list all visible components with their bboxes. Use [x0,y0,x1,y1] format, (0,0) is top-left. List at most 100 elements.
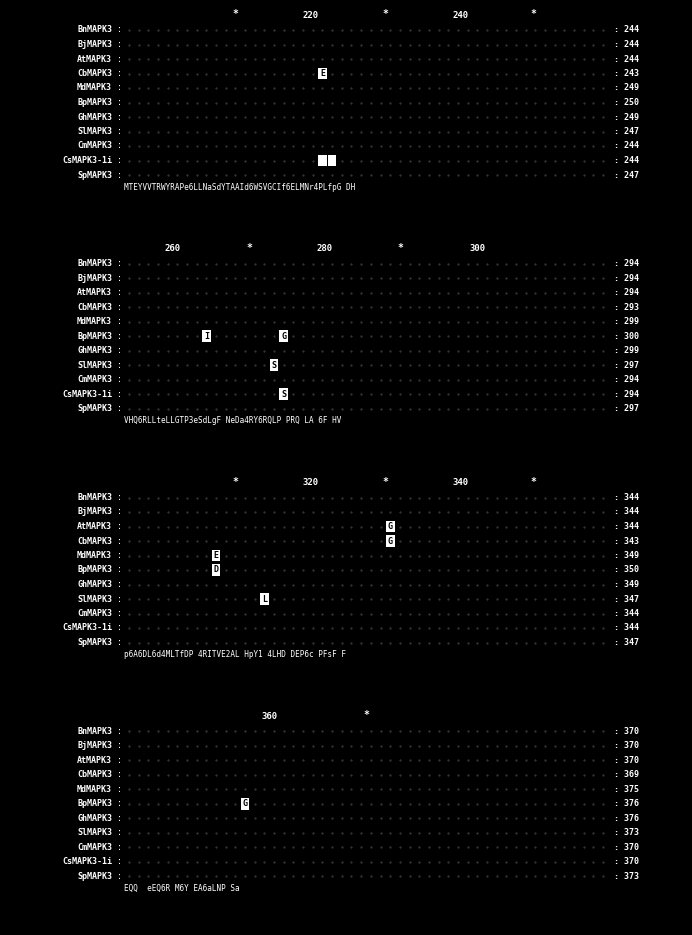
Text: :: : [117,361,122,369]
Text: :: : [117,726,122,736]
Text: :: : [117,609,122,618]
Text: *: * [233,9,238,19]
Text: : 299: : 299 [614,346,639,355]
Bar [318,154,327,166]
Text: :: : [117,828,122,837]
Text: :: : [117,813,122,823]
Text: BpMAPK3: BpMAPK3 [77,566,112,574]
Text: GhMAPK3: GhMAPK3 [77,580,112,589]
Bar [386,535,394,547]
Bar [260,593,268,605]
Text: CmMAPK3: CmMAPK3 [77,141,112,151]
Text: BnMAPK3: BnMAPK3 [77,493,112,502]
Text: : 373: : 373 [614,828,639,837]
Text: : 249: : 249 [614,83,639,93]
Text: :: : [117,40,122,49]
Text: :: : [117,493,122,502]
Text: E: E [213,551,219,560]
Bar [124,490,608,651]
Text: G: G [388,522,392,531]
Bar [124,22,608,183]
Text: G: G [242,799,248,808]
Text: SlMAPK3: SlMAPK3 [77,828,112,837]
Text: CbMAPK3: CbMAPK3 [77,303,112,311]
Text: : 344: : 344 [614,522,639,531]
Text: D: D [213,566,219,574]
Text: : 299: : 299 [614,317,639,326]
Text: : 373: : 373 [614,871,639,881]
Text: GhMAPK3: GhMAPK3 [77,813,112,823]
Text: G: G [281,332,286,340]
Text: :: : [117,566,122,574]
Text: *: * [247,243,253,252]
Text: BnMAPK3: BnMAPK3 [77,726,112,736]
Text: : 244: : 244 [614,54,639,64]
Text: 260: 260 [164,244,181,253]
Text: SlMAPK3: SlMAPK3 [77,595,112,603]
Text: :: : [117,141,122,151]
Text: :: : [117,98,122,107]
Text: :: : [117,112,122,122]
Text: : 370: : 370 [614,741,639,750]
Bar [328,154,336,166]
Text: :: : [117,83,122,93]
Text: SpMAPK3: SpMAPK3 [77,170,112,180]
Text: BjMAPK3: BjMAPK3 [77,508,112,516]
Bar [386,521,394,532]
Text: : 370: : 370 [614,755,639,765]
Text: : 369: : 369 [614,770,639,779]
Text: :: : [117,595,122,603]
Text: SpMAPK3: SpMAPK3 [77,404,112,413]
Text: BjMAPK3: BjMAPK3 [77,741,112,750]
Text: CmMAPK3: CmMAPK3 [77,609,112,618]
Text: :: : [117,755,122,765]
Text: : 375: : 375 [614,784,639,794]
Text: *: * [397,243,403,252]
Bar [318,67,327,79]
Text: GhMAPK3: GhMAPK3 [77,346,112,355]
Text: CbMAPK3: CbMAPK3 [77,537,112,545]
Text: : 243: : 243 [614,69,639,78]
Text: SpMAPK3: SpMAPK3 [77,871,112,881]
Text: : 370: : 370 [614,857,639,866]
Bar [212,564,220,576]
Text: BnMAPK3: BnMAPK3 [77,25,112,35]
Text: : 344: : 344 [614,624,639,632]
Text: CbMAPK3: CbMAPK3 [77,69,112,78]
Text: *: * [233,477,238,486]
Text: :: : [117,799,122,808]
Text: 240: 240 [453,10,468,20]
Text: : 297: : 297 [614,404,639,413]
Text: BjMAPK3: BjMAPK3 [77,274,112,282]
Text: : 347: : 347 [614,638,639,647]
Text: :: : [117,259,122,268]
Text: BpMAPK3: BpMAPK3 [77,799,112,808]
Text: AtMAPK3: AtMAPK3 [77,54,112,64]
Text: *: * [363,711,369,720]
Text: : 370: : 370 [614,726,639,736]
Text: *: * [530,477,536,486]
Text: :: : [117,170,122,180]
Text: : 349: : 349 [614,580,639,589]
Bar [270,359,278,371]
Text: :: : [117,375,122,384]
Text: E: E [320,69,325,78]
Text: : 294: : 294 [614,259,639,268]
Text: GhMAPK3: GhMAPK3 [77,112,112,122]
Text: 280: 280 [317,244,333,253]
Text: : 247: : 247 [614,170,639,180]
Text: SlMAPK3: SlMAPK3 [77,127,112,136]
Text: *: * [383,9,388,19]
Text: MdMAPK3: MdMAPK3 [77,317,112,326]
Text: :: : [117,25,122,35]
Text: :: : [117,156,122,165]
Text: G: G [388,537,392,545]
Text: BnMAPK3: BnMAPK3 [77,259,112,268]
Text: :: : [117,404,122,413]
Text: S: S [271,361,277,369]
Text: :: : [117,332,122,340]
Text: VHQ6RLLteLLGTP3eSdLgF NeDa4RY6RQLP PRQ LA 6F HV: VHQ6RLLteLLGTP3eSdLgF NeDa4RY6RQLP PRQ L… [124,416,341,425]
Text: CsMAPK3-1i: CsMAPK3-1i [62,857,112,866]
Text: SlMAPK3: SlMAPK3 [77,361,112,369]
Text: CmMAPK3: CmMAPK3 [77,375,112,384]
